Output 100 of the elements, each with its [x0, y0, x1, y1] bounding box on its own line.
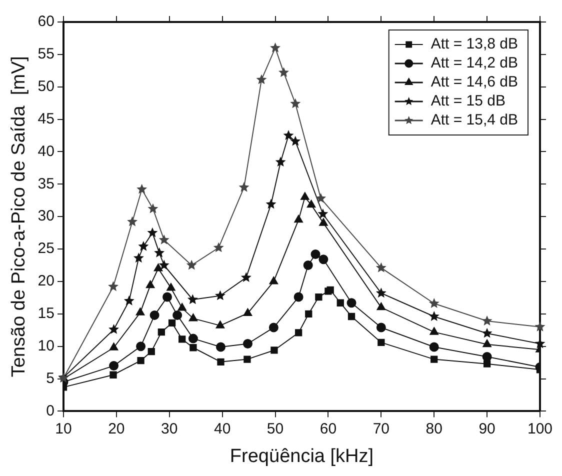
point: [238, 182, 250, 192]
x-tick-label: 90: [478, 420, 496, 438]
point: [162, 292, 172, 302]
y-tick-label: 55: [38, 46, 54, 63]
point: [166, 283, 176, 291]
point: [124, 295, 134, 306]
point: [138, 240, 149, 251]
point: [376, 288, 386, 298]
point: [378, 338, 385, 346]
point: [318, 254, 328, 264]
point: [150, 310, 160, 320]
legend-label: Att = 15,4 dB: [430, 112, 518, 129]
point: [127, 216, 138, 226]
point: [270, 346, 278, 354]
point: [217, 358, 224, 366]
point: [482, 352, 492, 362]
point: [158, 234, 170, 244]
point: [154, 264, 162, 272]
point: [278, 67, 289, 78]
point: [213, 242, 224, 252]
point: [110, 371, 117, 378]
point: [268, 322, 278, 332]
y-tick-label: 10: [38, 337, 54, 354]
legend-label: Att = 14,2 dB: [430, 54, 518, 72]
y-tick-label: 25: [38, 240, 54, 258]
point: [290, 98, 301, 108]
point: [429, 342, 439, 352]
point: [316, 192, 326, 203]
point: [146, 280, 155, 288]
point: [348, 312, 356, 320]
point: [428, 298, 440, 308]
point: [482, 316, 492, 326]
point: [307, 200, 316, 208]
point: [178, 303, 186, 311]
y-tick-label: 50: [38, 78, 54, 96]
point: [178, 336, 186, 343]
point: [187, 294, 198, 304]
point: [534, 321, 546, 332]
point: [294, 329, 302, 336]
point: [240, 272, 252, 282]
point: [269, 276, 278, 284]
x-tick-label: 100: [527, 420, 553, 438]
legend-label: Att = 14,6 dB: [430, 74, 518, 91]
point: [303, 260, 313, 270]
y-tick-label: 20: [38, 272, 54, 290]
point: [168, 319, 176, 327]
x-tick-label: 70: [372, 420, 390, 438]
point: [216, 320, 224, 328]
point: [294, 215, 303, 223]
point: [428, 310, 440, 321]
point: [242, 338, 252, 348]
point: [158, 260, 170, 270]
x-tick-label: 50: [266, 420, 284, 438]
point: [186, 260, 197, 270]
y-tick-label: 40: [38, 142, 54, 160]
point: [136, 308, 144, 316]
point: [315, 293, 322, 301]
x-tick-label: 30: [161, 420, 178, 438]
point: [482, 328, 492, 338]
point: [310, 249, 320, 259]
y-tick-label: 60: [38, 13, 54, 30]
legend-label: Att = 15 dB: [430, 92, 506, 110]
x-tick-label: 60: [320, 420, 337, 438]
point: [154, 247, 165, 258]
point: [305, 310, 312, 318]
point: [346, 298, 356, 308]
point: [270, 42, 280, 52]
y-tick-label: 45: [38, 110, 54, 128]
point: [108, 281, 118, 292]
point: [136, 342, 146, 352]
point: [283, 130, 294, 140]
point: [275, 156, 286, 167]
point: [188, 334, 198, 344]
point: [147, 227, 158, 238]
point: [376, 302, 386, 310]
point: [256, 74, 267, 84]
point: [290, 136, 301, 146]
point: [216, 342, 226, 352]
point: [158, 328, 166, 336]
y-tick-label: 35: [38, 175, 54, 192]
point: [482, 340, 492, 348]
point: [300, 192, 310, 200]
point: [137, 357, 144, 364]
point: [430, 327, 438, 335]
point: [108, 324, 120, 334]
point: [148, 203, 158, 214]
y-axis-title: Tensão de Pico-a-Pico de Saída [mV]: [8, 56, 30, 378]
y-tick-label: 0: [46, 402, 54, 420]
point: [483, 360, 491, 368]
point: [319, 218, 328, 226]
point: [266, 198, 276, 209]
point: [244, 308, 252, 316]
point: [376, 262, 386, 272]
point: [136, 184, 148, 194]
y-tick-label: 5: [46, 370, 54, 387]
point: [376, 322, 386, 332]
point: [148, 348, 155, 356]
x-axis-title: Freqüência [kHz]: [230, 446, 374, 467]
point: [110, 342, 118, 350]
point: [133, 252, 144, 263]
